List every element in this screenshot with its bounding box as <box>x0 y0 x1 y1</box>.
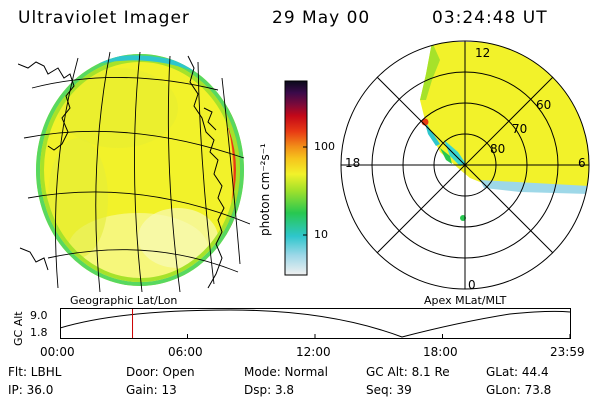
gain-value: Gain: 13 <box>126 383 177 397</box>
colorbar-tick-10: 10 <box>314 228 328 241</box>
polar-mlat-mlt-plot <box>340 40 590 290</box>
colorbar-tick-100: 100 <box>314 140 335 153</box>
colorbar <box>284 80 308 276</box>
image-time: 03:24:48 UT <box>432 8 548 28</box>
gc-altitude-value: GC Alt: 8.1 Re <box>366 365 450 379</box>
mlat-label-60: 60 <box>536 98 552 112</box>
time-tick-1800: 18:00 <box>423 345 458 359</box>
time-tick-2359: 23:59 <box>550 345 585 359</box>
altitude-plot <box>60 308 571 339</box>
mlt-label-12: 12 <box>475 46 491 60</box>
altitude-tick-high: 9.0 <box>30 309 48 322</box>
mlat-label-70: 70 <box>512 122 528 136</box>
instrument-title: Ultraviolet Imager <box>18 8 190 28</box>
geographic-latitude: GLat: 44.4 <box>486 365 549 379</box>
mode-value: Mode: Normal <box>244 365 328 379</box>
time-tick-0000: 00:00 <box>40 345 75 359</box>
mlt-label-6: 6 <box>578 156 586 170</box>
sequence-value: Seq: 39 <box>366 383 412 397</box>
dsp-value: Dsp: 3.8 <box>244 383 295 397</box>
geographic-panel-label: Geographic Lat/Lon <box>70 294 178 307</box>
time-tick-1200: 12:00 <box>296 345 331 359</box>
image-date: 29 May 00 <box>272 8 371 28</box>
colorbar-unit-label: photon cm⁻²s⁻¹ <box>258 143 272 236</box>
door-status: Door: Open <box>126 365 195 379</box>
mlat-label-80: 80 <box>490 142 506 156</box>
geographic-longitude: GLon: 73.8 <box>486 383 552 397</box>
ip-value: IP: 36.0 <box>8 383 54 397</box>
geographic-uv-image <box>18 51 250 292</box>
altitude-axis-label: GC Alt <box>12 311 25 346</box>
mlt-label-18: 18 <box>345 156 361 170</box>
altitude-tick-low: 1.8 <box>30 326 48 339</box>
filter-value: Flt: LBHL <box>8 365 62 379</box>
polar-panel-label: Apex MLat/MLT <box>424 294 507 307</box>
time-tick-0600: 06:00 <box>168 345 203 359</box>
mlt-label-0: 0 <box>468 278 476 292</box>
